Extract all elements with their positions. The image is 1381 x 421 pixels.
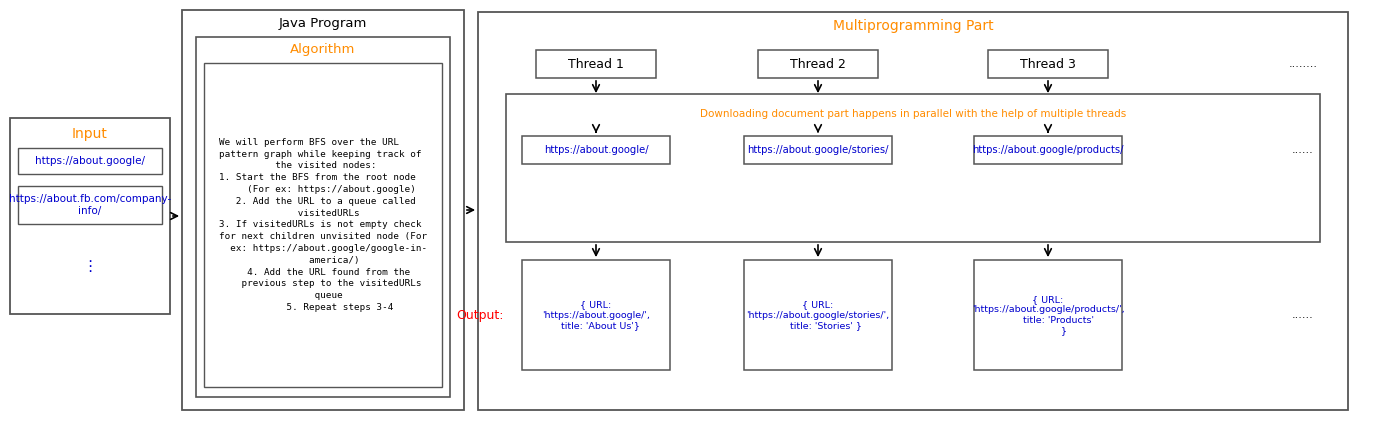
Text: ........: ........	[1288, 59, 1317, 69]
Text: ......: ......	[1293, 310, 1313, 320]
FancyBboxPatch shape	[522, 136, 670, 164]
Text: { URL:
'https://about.google/stories/',
     title: 'Stories' }: { URL: 'https://about.google/stories/', …	[747, 300, 889, 330]
FancyBboxPatch shape	[505, 94, 1320, 242]
FancyBboxPatch shape	[536, 50, 656, 78]
Text: { URL:
'https://about.google/',
   title: 'About Us'}: { URL: 'https://about.google/', title: '…	[543, 300, 650, 330]
Text: Java Program: Java Program	[279, 16, 367, 29]
Text: Multiprogramming Part: Multiprogramming Part	[833, 19, 993, 33]
FancyBboxPatch shape	[758, 50, 878, 78]
FancyBboxPatch shape	[204, 63, 442, 387]
Text: ⋮: ⋮	[83, 258, 98, 274]
FancyBboxPatch shape	[18, 186, 162, 224]
Text: https://about.google/: https://about.google/	[35, 156, 145, 166]
FancyBboxPatch shape	[522, 260, 670, 370]
Text: https://about.google/products/: https://about.google/products/	[972, 145, 1124, 155]
FancyBboxPatch shape	[974, 260, 1121, 370]
Text: https://about.google/: https://about.google/	[544, 145, 648, 155]
Text: Downloading document part happens in parallel with the help of multiple threads: Downloading document part happens in par…	[700, 109, 1126, 119]
Text: Input: Input	[72, 127, 108, 141]
FancyBboxPatch shape	[744, 260, 892, 370]
Text: We will perform BFS over the URL
pattern graph while keeping track of
          : We will perform BFS over the URL pattern…	[220, 138, 427, 312]
FancyBboxPatch shape	[744, 136, 892, 164]
Text: https://about.fb.com/company-
info/: https://about.fb.com/company- info/	[8, 194, 171, 216]
FancyBboxPatch shape	[10, 118, 170, 314]
Text: Thread 1: Thread 1	[568, 58, 624, 70]
Text: ......: ......	[1293, 145, 1313, 155]
Text: https://about.google/stories/: https://about.google/stories/	[747, 145, 889, 155]
Text: Thread 3: Thread 3	[1021, 58, 1076, 70]
FancyBboxPatch shape	[182, 10, 464, 410]
FancyBboxPatch shape	[478, 12, 1348, 410]
FancyBboxPatch shape	[987, 50, 1108, 78]
Text: Algorithm: Algorithm	[290, 43, 356, 56]
FancyBboxPatch shape	[196, 37, 450, 397]
Text: { URL:
'https://about.google/products/',
       title: 'Products'
           }: { URL: 'https://about.google/products/',…	[972, 295, 1124, 335]
Text: Thread 2: Thread 2	[790, 58, 847, 70]
FancyBboxPatch shape	[18, 148, 162, 174]
Text: Output:: Output:	[457, 309, 504, 322]
FancyBboxPatch shape	[974, 136, 1121, 164]
